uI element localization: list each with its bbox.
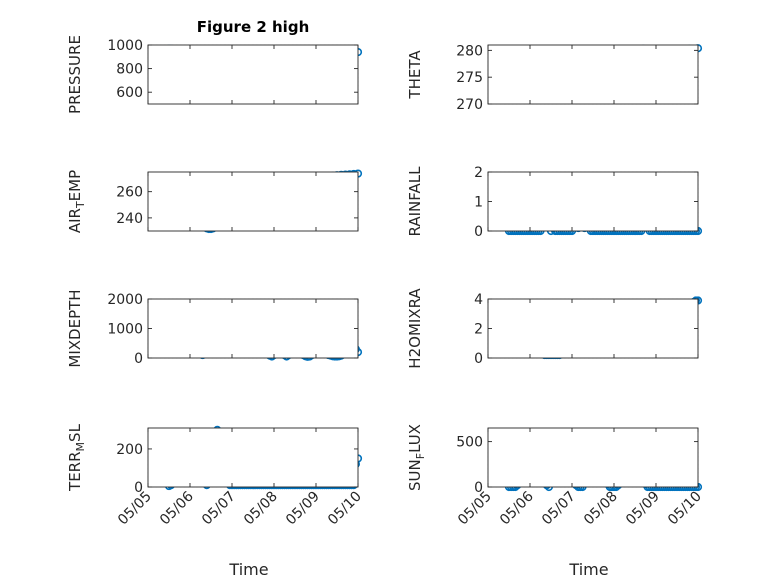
y-axis-label: H2OMIXRA <box>406 288 424 369</box>
y-axis-label: AIRTEMP <box>66 170 87 233</box>
chart-title: Figure 2 high <box>197 18 310 36</box>
y-tick-label: 4 <box>474 292 483 308</box>
y-tick-label: 1 <box>474 195 483 211</box>
x-tick-label: 05/07 <box>199 489 239 529</box>
x-tick-label: 05/09 <box>623 489 663 529</box>
y-tick-label: 2000 <box>107 292 143 308</box>
y-axis-label: MIXDEPTH <box>66 289 84 367</box>
y-tick-label: 200 <box>116 442 143 458</box>
y-axis-label: RAINFALL <box>406 166 424 237</box>
y-tick-label: 270 <box>456 97 483 113</box>
axes-box <box>487 171 699 232</box>
y-tick-label: 500 <box>456 435 483 451</box>
y-tick-label: 280 <box>456 43 483 59</box>
x-tick-label: 05/06 <box>157 488 197 528</box>
y-tick-label: 0 <box>134 351 143 367</box>
y-tick-label: 1000 <box>107 322 143 338</box>
axes-box <box>147 44 359 105</box>
y-tick-label: 0 <box>474 351 483 367</box>
axes-box <box>147 298 359 359</box>
axes-box <box>487 44 699 105</box>
x-tick-label: 05/06 <box>497 488 537 528</box>
y-axis-label: THETA <box>406 50 424 100</box>
x-tick-label: 05/10 <box>665 489 705 529</box>
x-tick-label: 05/09 <box>283 489 323 529</box>
y-tick-label: 0 <box>134 480 143 496</box>
axes-box <box>487 427 699 488</box>
subplot-6: 0 2 4 H2OMIXRA <box>406 288 703 369</box>
y-tick-label: 260 <box>116 185 143 201</box>
y-tick-label: 275 <box>456 70 483 86</box>
subplot-2: 270 275 280 THETA <box>406 43 703 113</box>
y-axis-label: PRESSURE <box>66 35 84 114</box>
x-tick-label: 05/08 <box>241 489 281 529</box>
x-tick-label: 05/07 <box>539 489 579 529</box>
subplot-3: 240 260 AIRTEMP <box>66 169 363 233</box>
x-axis-label: Time <box>228 560 268 579</box>
y-tick-label: 2 <box>474 322 483 338</box>
x-tick-label: 05/08 <box>581 489 621 529</box>
y-tick-label: 800 <box>116 62 143 78</box>
y-tick-label: 600 <box>116 85 143 101</box>
y-tick-label: 0 <box>474 480 483 496</box>
y-tick-label: 1000 <box>107 38 143 54</box>
y-tick-label: 240 <box>116 211 143 227</box>
subplot-4: 0 1 2 RAINFALL <box>406 165 703 240</box>
subplot-1: 600 800 1000 PRESSURE Figure 2 high <box>66 18 363 114</box>
axes-box <box>487 298 699 359</box>
y-axis-label: TERRMSL <box>66 423 87 492</box>
subplot-5: 0 1000 2000 MIXDEPTH <box>66 289 363 368</box>
axes-box <box>147 427 359 488</box>
y-tick-label: 2 <box>474 165 483 181</box>
y-axis-label: SUNFLUX <box>406 424 427 491</box>
x-axis-label: Time <box>568 560 608 579</box>
axes-box <box>147 171 359 232</box>
x-tick-label: 05/10 <box>325 489 365 529</box>
y-tick-label: 0 <box>474 224 483 240</box>
